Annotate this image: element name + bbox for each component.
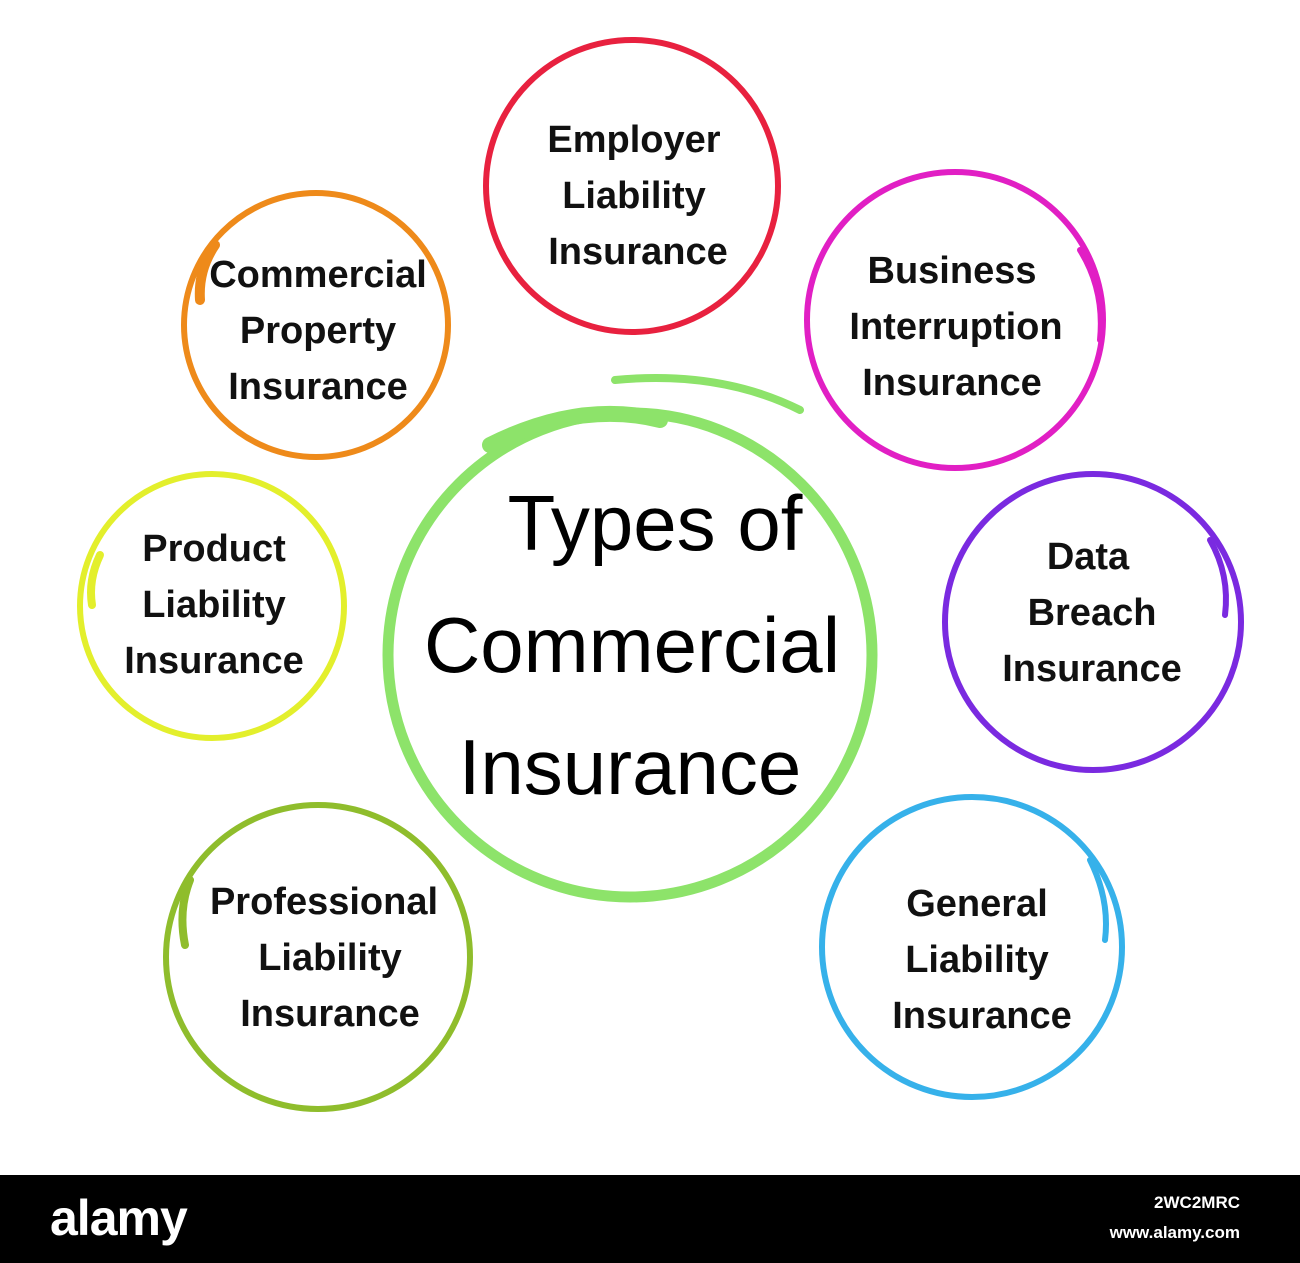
- employer-liability-line-1: Employer: [547, 119, 720, 161]
- professional-liability-line-2: Liability: [258, 937, 402, 979]
- professional-liability-line-3: Insurance: [240, 993, 420, 1035]
- product-liability-line-2: Liability: [142, 584, 286, 626]
- general-liability-circle: [819, 794, 1125, 1100]
- business-interruption-line-3: Insurance: [862, 362, 1042, 404]
- commercial-property-circle: [181, 190, 451, 460]
- diagram: Types of Commercial Insurance Employer L…: [77, 37, 1244, 1112]
- watermark-bar: alamy 2WC2MRC www.alamy.com: [0, 1175, 1300, 1263]
- general-liability-brush-tail: [1087, 857, 1109, 943]
- data-breach-line-2: Breach: [1028, 592, 1157, 634]
- general-liability-line-1: General: [906, 883, 1048, 925]
- data-breach-brush-tail: [1207, 537, 1229, 618]
- node-employer-liability: Employer Liability Insurance: [483, 37, 781, 335]
- node-product-liability: Product Liability Insurance: [77, 471, 347, 741]
- commercial-property-brush-tail: [194, 240, 220, 305]
- professional-liability-brush-tail: [178, 876, 194, 949]
- alamy-logo: alamy: [50, 1190, 188, 1246]
- general-liability-line-3: Insurance: [892, 995, 1072, 1037]
- commercial-property-line-2: Property: [240, 310, 396, 352]
- business-interruption-line-1: Business: [868, 250, 1037, 292]
- professional-liability-line-1: Professional: [210, 881, 438, 923]
- data-breach-line-1: Data: [1047, 536, 1130, 578]
- business-interruption-brush-tail: [1077, 247, 1104, 343]
- node-commercial-property: Commercial Property Insurance: [181, 190, 451, 460]
- employer-liability-line-3: Insurance: [548, 231, 728, 273]
- commercial-property-line-3: Insurance: [228, 366, 408, 408]
- center-circle-brush-tail: [482, 405, 668, 453]
- center-circle-brush-tail: [611, 374, 804, 414]
- image-id-text: 2WC2MRC: [1154, 1193, 1240, 1212]
- data-breach-line-3: Insurance: [1002, 648, 1182, 690]
- node-business-interruption: Business Interruption Insurance: [804, 169, 1106, 471]
- product-liability-brush-tail: [87, 551, 104, 609]
- site-url-text: www.alamy.com: [1109, 1223, 1240, 1242]
- node-general-liability: General Liability Insurance: [819, 794, 1125, 1100]
- employer-liability-circle: [483, 37, 781, 335]
- business-interruption-line-2: Interruption: [849, 306, 1062, 348]
- general-liability-line-2: Liability: [905, 939, 1049, 981]
- product-liability-line-3: Insurance: [124, 640, 304, 682]
- center-title-line-1: Types of: [508, 479, 803, 567]
- product-liability-line-1: Product: [142, 528, 286, 570]
- center-title-line-2: Commercial: [424, 601, 840, 689]
- node-professional-liability: Professional Liability Insurance: [163, 802, 473, 1112]
- commercial-property-line-1: Commercial: [209, 254, 427, 296]
- center-node: Types of Commercial Insurance: [382, 374, 878, 903]
- data-breach-circle: [942, 471, 1244, 773]
- employer-liability-line-2: Liability: [562, 175, 706, 217]
- node-data-breach: Data Breach Insurance: [942, 471, 1244, 773]
- product-liability-circle: [77, 471, 347, 741]
- professional-liability-circle: [163, 802, 473, 1112]
- center-title-line-3: Insurance: [459, 723, 802, 811]
